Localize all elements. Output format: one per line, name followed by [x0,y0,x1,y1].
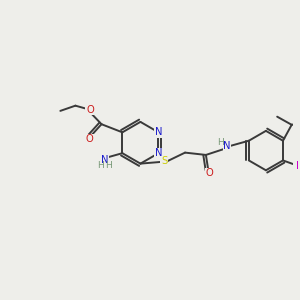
Text: O: O [85,134,93,144]
Text: S: S [161,156,167,166]
Text: O: O [206,169,213,178]
Text: N: N [155,127,162,137]
Text: N: N [155,148,162,158]
Text: O: O [86,105,94,115]
Text: N: N [223,141,230,151]
Text: H: H [97,161,104,170]
Text: H: H [217,138,224,147]
Text: I: I [296,161,299,171]
Text: H: H [105,161,112,170]
Text: N: N [100,154,108,165]
